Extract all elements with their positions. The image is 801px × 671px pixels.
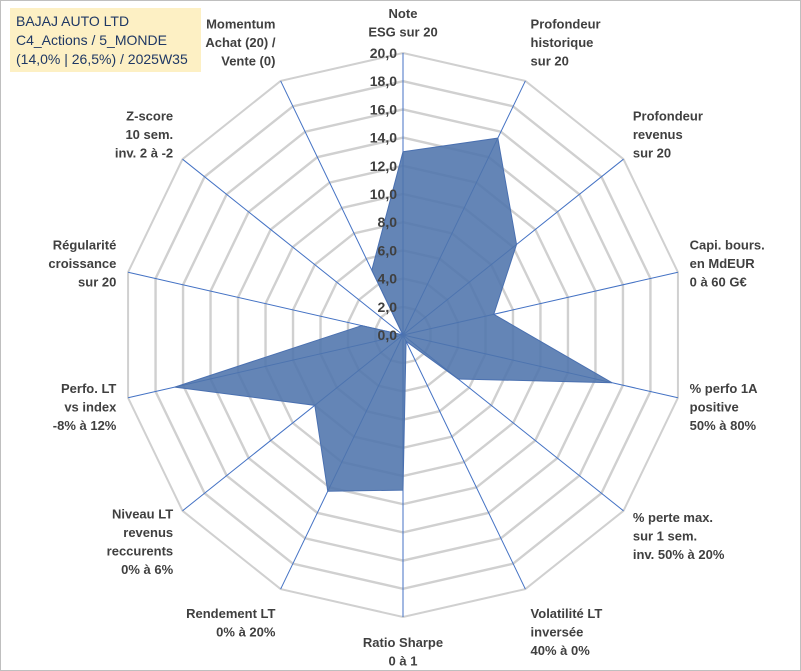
axis-label: Capi. bours. en MdEUR 0 à 60 G€ bbox=[690, 238, 765, 290]
axis-label-line: Rendement LT bbox=[186, 606, 275, 621]
axis-label: Ratio Sharpe 0 à 1 bbox=[363, 635, 443, 669]
axis-spoke bbox=[127, 271, 404, 336]
axis-label-line: Régularité bbox=[53, 238, 117, 253]
axis-label-line: reccurents bbox=[107, 543, 173, 558]
tick-label: 8,0 bbox=[378, 214, 398, 230]
axis-label-line: 10 sem. bbox=[125, 127, 173, 142]
axis-label-line: inversée bbox=[531, 624, 584, 639]
tick-label: 4,0 bbox=[378, 271, 398, 287]
axis-label-line: en MdEUR bbox=[690, 256, 756, 271]
axis-label: Profondeur historique sur 20 bbox=[531, 17, 601, 69]
axis-label-line: croissance bbox=[48, 256, 116, 271]
axis-label-line: Volatilité LT bbox=[531, 606, 603, 621]
axis-label-line: Ratio Sharpe bbox=[363, 635, 443, 650]
radial-tick-labels: 0,0 2,0 4,0 6,0 8,0 10,0 12,0 14,0 16,0 18,0 20,0 bbox=[370, 45, 397, 343]
axis-label-line: vs index bbox=[64, 399, 117, 414]
axis-label: Z-score 10 sem. inv. 2 à -2 bbox=[115, 109, 173, 161]
axis-label-line: ESG sur 20 bbox=[368, 25, 437, 40]
tick-label: 18,0 bbox=[370, 73, 397, 89]
axis-label-line: sur 20 bbox=[633, 146, 671, 161]
axis-label: Momentum Achat (20) / Vente (0) bbox=[205, 17, 275, 69]
axis-label-line: Z-score bbox=[126, 109, 173, 124]
axis-label-line: 0% à 6% bbox=[121, 562, 173, 577]
axis-label-line: Achat (20) / bbox=[205, 35, 275, 50]
axis-label: Perfo. LT vs index -8% à 12% bbox=[53, 381, 117, 433]
axis-label: Volatilité LT inversée 40% à 0% bbox=[531, 606, 603, 658]
axis-label-line: % perte max. bbox=[633, 510, 713, 525]
axis-label: % perfo 1A positive 50% à 80% bbox=[690, 381, 759, 433]
axis-label: Régularité croissance sur 20 bbox=[48, 238, 116, 290]
axis-label-line: Momentum bbox=[206, 17, 275, 32]
axis-labels: Note ESG sur 20 Profondeur historique sur 20… bbox=[48, 6, 764, 669]
chart-title-box: BAJAJ AUTO LTD C4_Actions / 5_MONDE (14,… bbox=[10, 8, 201, 72]
axis-label-line: Perfo. LT bbox=[61, 381, 116, 396]
axis-label-line: Niveau LT bbox=[112, 506, 173, 521]
axis-label-line: Note bbox=[389, 6, 418, 21]
axis-label-line: -8% à 12% bbox=[53, 418, 117, 433]
tick-label: 12,0 bbox=[370, 158, 397, 174]
axis-label-line: Capi. bours. bbox=[690, 238, 765, 253]
axis-label-line: sur 20 bbox=[531, 54, 569, 69]
axis-label-line: sur 1 sem. bbox=[633, 528, 697, 543]
axis-label: Note ESG sur 20 bbox=[368, 6, 437, 40]
axis-label-line: % perfo 1A bbox=[690, 381, 759, 396]
axis-label-line: 0 à 1 bbox=[389, 654, 418, 669]
axis-label-line: revenus bbox=[633, 127, 683, 142]
axis-label: Niveau LT revenus reccurents 0% à 6% bbox=[107, 506, 174, 577]
axis-label-line: inv. 50% à 20% bbox=[633, 547, 725, 562]
tick-label: 10,0 bbox=[370, 186, 397, 202]
axis-label-line: revenus bbox=[123, 525, 173, 540]
axis-label-line: inv. 2 à -2 bbox=[115, 146, 173, 161]
axis-label-line: 50% à 80% bbox=[690, 418, 757, 433]
axis-label: % perte max. sur 1 sem. inv. 50% à 20% bbox=[633, 510, 725, 562]
axis-label-line: historique bbox=[531, 35, 594, 50]
axis-label-line: Vente (0) bbox=[221, 54, 275, 69]
axis-label-line: 0 à 60 G€ bbox=[690, 275, 747, 290]
tick-label: 16,0 bbox=[370, 101, 397, 117]
axis-label-line: positive bbox=[690, 399, 739, 414]
tick-label: 6,0 bbox=[378, 242, 398, 258]
axis-label: Profondeur revenus sur 20 bbox=[633, 109, 703, 161]
tick-label: 0,0 bbox=[378, 327, 398, 343]
title-line-2: C4_Actions / 5_MONDE bbox=[16, 32, 167, 48]
axis-label-line: 0% à 20% bbox=[216, 624, 276, 639]
axis-label: Rendement LT 0% à 20% bbox=[186, 606, 276, 640]
axis-label-line: Profondeur bbox=[531, 17, 601, 32]
axis-label-line: 40% à 0% bbox=[531, 643, 591, 658]
radar-series bbox=[174, 137, 613, 492]
tick-label: 20,0 bbox=[370, 45, 397, 61]
axis-label-line: Profondeur bbox=[633, 109, 703, 124]
axis-spoke bbox=[182, 158, 404, 336]
axis-label-line: sur 20 bbox=[78, 275, 116, 290]
tick-label: 2,0 bbox=[378, 299, 398, 315]
axis-spoke bbox=[402, 334, 526, 590]
title-line-1: BAJAJ AUTO LTD bbox=[16, 13, 130, 29]
title-line-3: (14,0% | 26,5%) / 2025W35 bbox=[16, 51, 188, 67]
tick-label: 14,0 bbox=[370, 130, 397, 146]
